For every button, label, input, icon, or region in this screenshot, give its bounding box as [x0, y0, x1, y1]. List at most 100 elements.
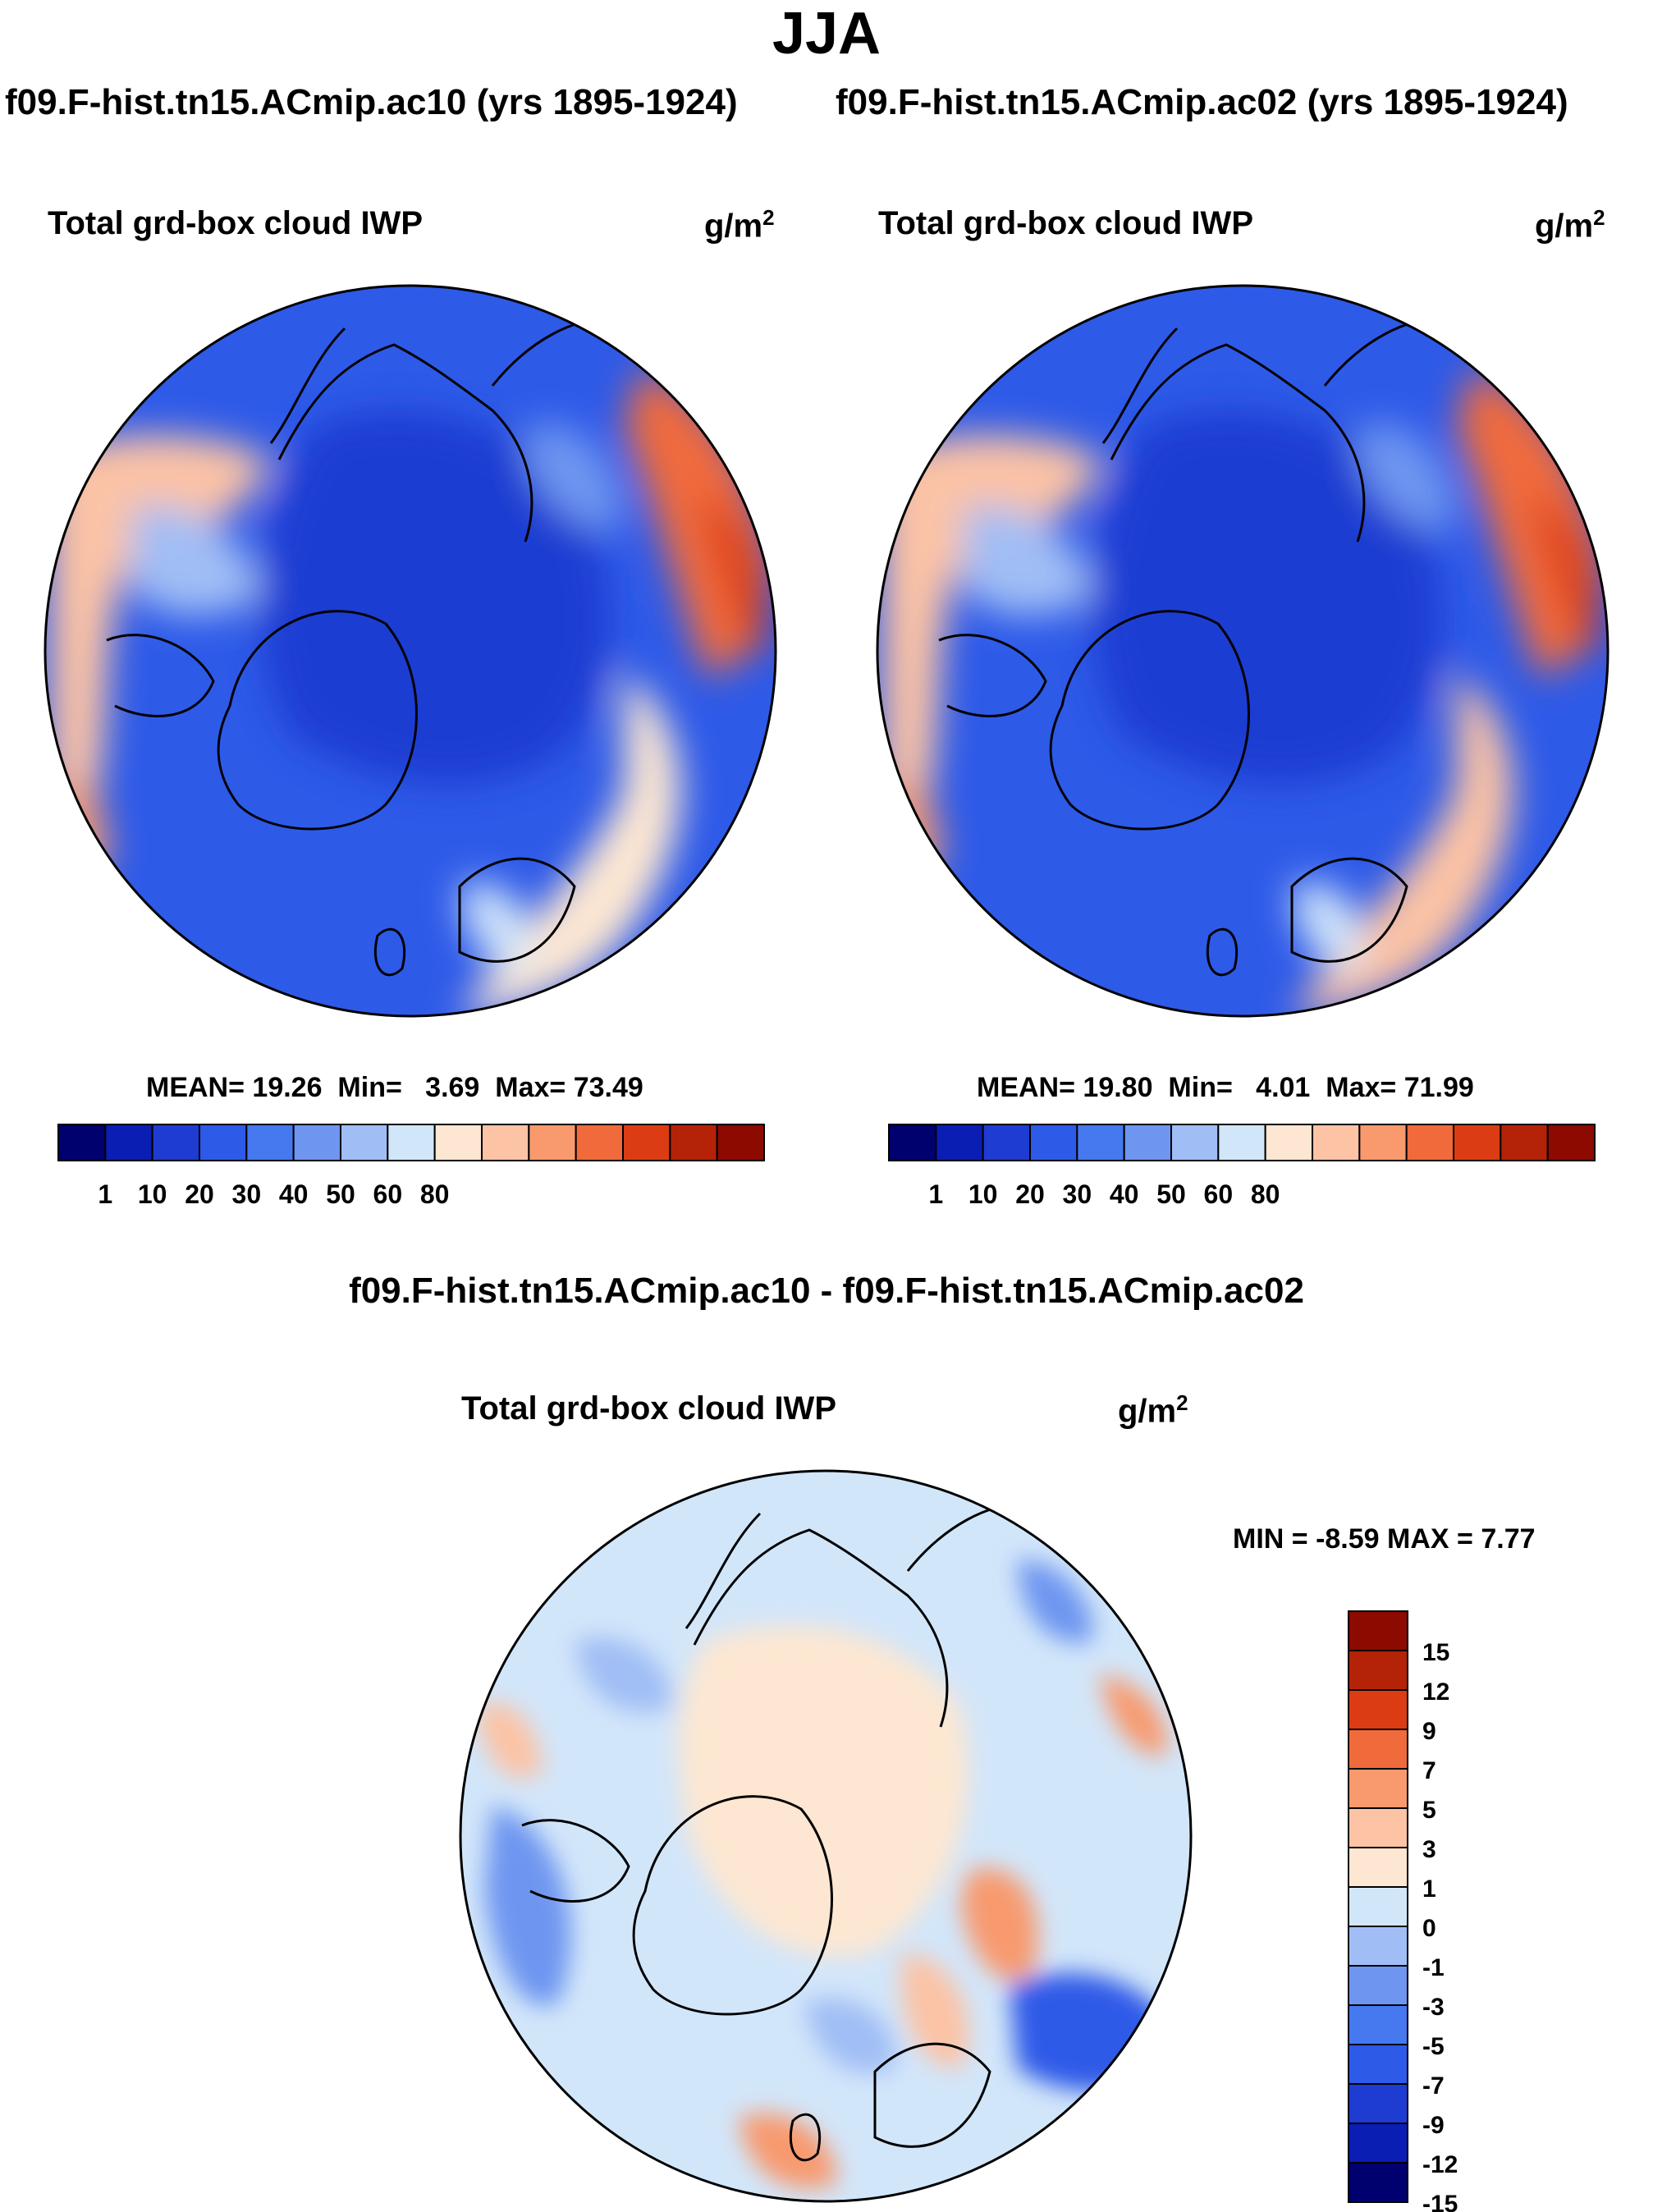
panel-2-colorbar-swatch-14 [1546, 1124, 1596, 1161]
panel-3-max-label: MAX = [1387, 1523, 1473, 1555]
panel-2-colorbar-label-2: 20 [1015, 1179, 1045, 1209]
panel-1-colorbar-swatch-8 [433, 1124, 483, 1161]
panel-2-units-base: g/m [1535, 208, 1594, 245]
panel-3-min-value: -8.59 [1316, 1523, 1380, 1555]
panel-2-mean-value: 19.80 [1083, 1072, 1153, 1103]
panel-3-colorbar-swatch-5 [1348, 1807, 1408, 1848]
panel-3-stats: MIN = -8.59 MAX = 7.77 [1233, 1523, 1536, 1555]
panel-3-units-exp: 2 [1176, 1390, 1188, 1415]
panel-2-colorbar-swatch-10 [1358, 1124, 1408, 1161]
panel-3-colorbar-swatch-6 [1348, 1847, 1408, 1888]
panel-3-colorbar-swatch-13 [1348, 2123, 1408, 2164]
panel-2-stats: MEAN= 19.80 Min= 4.01 Max= 71.99 [977, 1072, 1474, 1104]
panel-3-units-base: g/m [1118, 1393, 1177, 1430]
panel-2-colorbar-swatch-6 [1170, 1124, 1220, 1161]
panel-3-map [459, 1469, 1193, 2203]
panel-1-colorbar-label-4: 40 [279, 1179, 309, 1209]
panel-3-colorbar-label-7: 0 [1422, 1915, 1436, 1942]
panel-2-colorbar-label-4: 40 [1110, 1179, 1139, 1209]
panel-1-stats: MEAN= 19.26 Min= 3.69 Max= 73.49 [146, 1072, 643, 1104]
panel-3-colorbar-label-12: -9 [1422, 2112, 1445, 2139]
panel-3-colorbar: 15 12 9 7 5 3 1 0 -1 -3 -5 -7 -9 -12 -15 [1348, 1610, 1458, 2212]
panel-3-colorbar-label-3: 7 [1422, 1757, 1436, 1784]
panel-2-colorbar-swatch-8 [1264, 1124, 1313, 1161]
panel-2-colorbar-swatch-1 [935, 1124, 984, 1161]
panel-3-colorbar-label-6: 1 [1422, 1875, 1436, 1903]
panel-1-colorbar-swatch-1 [104, 1124, 153, 1161]
panel-2-colorbar-swatch-2 [982, 1124, 1031, 1161]
panel-3-colorbar-swatch-1 [1348, 1650, 1408, 1691]
panel-2-units-exp: 2 [1593, 205, 1605, 230]
panel-3-colorbar-swatch-3 [1348, 1729, 1408, 1770]
panel-3-colorbar-label-10: -5 [1422, 2033, 1445, 2060]
panel-2-colorbar-label-7: 80 [1251, 1179, 1280, 1209]
panel-3-colorbar-label-14: -15 [1422, 2191, 1458, 2212]
panel-3-units: g/m2 [1118, 1390, 1188, 1430]
panel-2-colorbar-swatch-7 [1217, 1124, 1266, 1161]
panel-2-min-label: Min= [1168, 1072, 1233, 1103]
panel-3-colorbar-swatch-10 [1348, 2004, 1408, 2045]
panel-2-units: g/m2 [1535, 205, 1605, 245]
panel-2-field [877, 286, 1608, 1016]
panel-1-colorbar-label-2: 20 [185, 1179, 214, 1209]
panel-1-colorbar-label-3: 30 [232, 1179, 262, 1209]
panel-1-colorbar-label-0: 1 [98, 1179, 112, 1209]
panel-2-max-value: 71.99 [1403, 1072, 1474, 1103]
panel-1-map [44, 284, 777, 1018]
panel-1-max-label: Max= [495, 1072, 566, 1103]
panel-3-case-title: f09.F-hist.tn15.ACmip.ac10 - f09.F-hist.… [349, 1271, 1304, 1311]
panel-1-variable: Total grd-box cloud IWP [48, 205, 423, 241]
panel-3-colorbar-swatch-8 [1348, 1926, 1408, 1967]
panel-3-colorbar-label-5: 3 [1422, 1836, 1436, 1863]
panel-1-colorbar: 1 10 20 30 40 50 60 80 [57, 1124, 766, 1209]
panel-2-colorbar-swatch-5 [1123, 1124, 1172, 1161]
panel-1-colorbar-label-1: 10 [138, 1179, 167, 1209]
panel-1-colorbar-swatch-3 [199, 1124, 248, 1161]
panel-2-mean-label: MEAN= [977, 1072, 1075, 1103]
panel-3-colorbar-label-9: -3 [1422, 1994, 1445, 2021]
panel-3-colorbar-swatch-0 [1348, 1610, 1408, 1651]
panel-2-colorbar: 1 10 20 30 40 50 60 80 [888, 1124, 1596, 1209]
panel-1-colorbar-swatch-12 [622, 1124, 671, 1161]
panel-3-colorbar-swatch-7 [1348, 1886, 1408, 1927]
panel-2-colorbar-swatch-9 [1312, 1124, 1361, 1161]
panel-3-colorbar-swatch-12 [1348, 2083, 1408, 2124]
panel-1-colorbar-swatch-9 [481, 1124, 530, 1161]
panel-3-colorbar-swatch-2 [1348, 1689, 1408, 1730]
panel-1-mean-value: 19.26 [252, 1072, 323, 1103]
panel-3-field [460, 1471, 1191, 2201]
panel-3-min-label: MIN = [1233, 1523, 1308, 1555]
panel-2-colorbar-label-3: 30 [1063, 1179, 1092, 1209]
panel-1-colorbar-swatch-11 [575, 1124, 625, 1161]
panel-1-mean-label: MEAN= [146, 1072, 245, 1103]
panel-3-max-value: 7.77 [1481, 1523, 1536, 1555]
panel-1-colorbar-swatch-13 [669, 1124, 718, 1161]
panel-2-colorbar-swatch-13 [1500, 1124, 1549, 1161]
panel-3-colorbar-swatch-4 [1348, 1768, 1408, 1809]
panel-1-case-title: f09.F-hist.tn15.ACmip.ac10 (yrs 1895-192… [5, 82, 738, 122]
panel-1-min-label: Min= [337, 1072, 402, 1103]
panel-3-colorbar-label-13: -12 [1422, 2151, 1458, 2178]
panel-1-colorbar-swatch-4 [245, 1124, 295, 1161]
panel-2-min-value: 4.01 [1256, 1072, 1311, 1103]
panel-2-colorbar-swatch-3 [1029, 1124, 1078, 1161]
panel-1-colorbar-swatch-7 [387, 1124, 436, 1161]
panel-1-colorbar-label-5: 50 [326, 1179, 355, 1209]
panel-3-colorbar-label-11: -7 [1422, 2072, 1445, 2100]
panel-2-colorbar-label-6: 60 [1204, 1179, 1234, 1209]
panel-1-field [45, 286, 776, 1016]
panel-2-colorbar-swatch-4 [1076, 1124, 1125, 1161]
panel-1-colorbar-swatch-0 [57, 1124, 107, 1161]
panel-3-colorbar-label-2: 9 [1422, 1718, 1436, 1745]
panel-1-colorbar-swatch-5 [292, 1124, 341, 1161]
panel-2-case-title: f09.F-hist.tn15.ACmip.ac02 (yrs 1895-192… [836, 82, 1568, 122]
panel-2-colorbar-swatch-11 [1405, 1124, 1454, 1161]
panel-3-variable: Total grd-box cloud IWP [461, 1390, 836, 1427]
panel-2-colorbar-label-1: 10 [968, 1179, 998, 1209]
panel-3-colorbar-label-4: 5 [1422, 1797, 1436, 1824]
panel-2-variable: Total grd-box cloud IWP [878, 205, 1253, 241]
panel-3-colorbar-label-8: -1 [1422, 1954, 1445, 1981]
figure-title: JJA [772, 1, 881, 66]
panel-2-colorbar-label-5: 50 [1156, 1179, 1186, 1209]
